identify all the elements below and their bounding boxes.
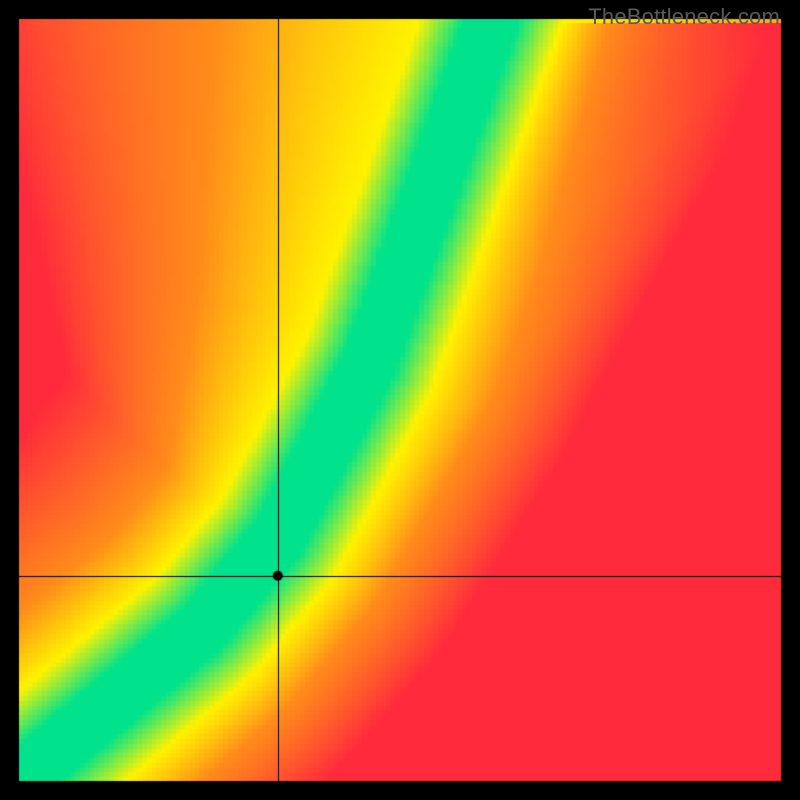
heatmap-canvas [0,0,800,800]
chart-container: TheBottleneck.com [0,0,800,800]
watermark-text: TheBottleneck.com [588,4,780,30]
